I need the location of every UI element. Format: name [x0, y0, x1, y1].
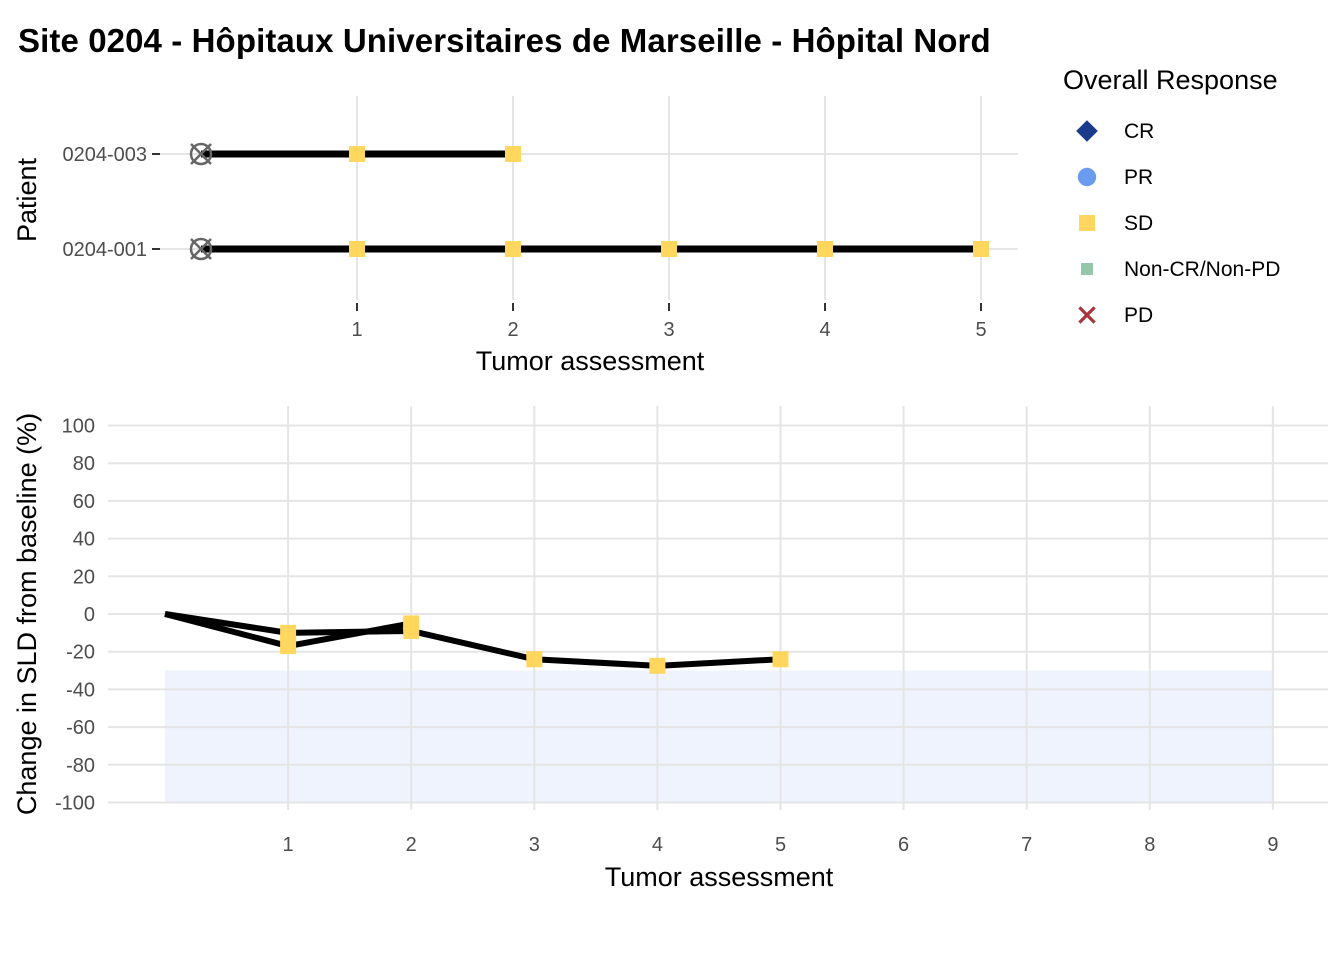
y-tick-label: 40	[73, 529, 95, 551]
legend-label: PR	[1124, 166, 1153, 189]
sd-point	[526, 651, 542, 667]
legend-key-icon	[1079, 215, 1095, 231]
sd-marker	[505, 146, 521, 162]
y-axis-title: Change in SLD from baseline (%)	[12, 413, 42, 815]
y-tick-label: -60	[66, 717, 95, 739]
x-tick-label: 4	[819, 319, 830, 341]
y-tick-label: -20	[66, 642, 95, 664]
legend-item: SD	[1079, 212, 1153, 235]
sd-marker	[973, 241, 989, 257]
sld-change-panel: 100 80 60 40 20 0 -20 -40 -60 -80 -100 1 2 3 4 5 6 7 8 9 Tum…	[12, 406, 1328, 892]
sd-point	[773, 651, 789, 667]
legend-label: PD	[1124, 304, 1153, 327]
legend-title: Overall Response	[1063, 65, 1278, 95]
x-tick-label: 4	[652, 834, 663, 856]
legend-label: CR	[1124, 120, 1154, 143]
y-tick-label: -40	[66, 679, 95, 701]
y-tick-label: 0204-003	[62, 144, 147, 166]
sd-point	[649, 658, 665, 674]
y-tick-label: 60	[73, 491, 95, 513]
y-tick-label: 0	[84, 604, 95, 626]
x-tick-label: 7	[1021, 834, 1032, 856]
x-axis-title: Tumor assessment	[605, 862, 834, 892]
sd-marker	[817, 241, 833, 257]
legend-key-icon	[1078, 168, 1096, 186]
patient-timeline-panel: 0204-003 0204-001 1 2 3 4 5 Tumor assessment Pat…	[12, 96, 1018, 376]
y-axis-title: Patient	[12, 157, 42, 242]
sd-marker	[349, 146, 365, 162]
legend-item: PR	[1078, 166, 1153, 189]
sd-marker	[505, 241, 521, 257]
legend-label: Non-CR/Non-PD	[1124, 258, 1280, 281]
sd-marker	[349, 241, 365, 257]
x-tick-label: 5	[975, 319, 986, 341]
sd-point	[280, 625, 296, 641]
x-tick-label: 1	[351, 319, 362, 341]
x-tick-label: 2	[406, 834, 417, 856]
x-tick-label: 2	[507, 319, 518, 341]
x-tick-label: 5	[775, 834, 786, 856]
x-tick-label: 1	[283, 834, 294, 856]
x-tick-label: 8	[1144, 834, 1155, 856]
x-tick-label: 9	[1267, 834, 1278, 856]
legend-key-icon	[1079, 307, 1094, 322]
x-tick-label: 3	[663, 319, 674, 341]
legend-item: Non-CR/Non-PD	[1081, 258, 1280, 281]
y-tick-label: -100	[55, 793, 95, 815]
legend: Overall Response CR PR SD Non-CR/Non-PD PD	[1063, 65, 1280, 327]
legend-key-icon	[1081, 263, 1093, 275]
y-tick-label: 0204-001	[62, 239, 147, 261]
y-tick-label: 20	[73, 566, 95, 588]
legend-label: SD	[1124, 212, 1153, 235]
sd-point	[403, 623, 419, 639]
legend-key-icon	[1076, 120, 1098, 142]
y-tick-label: -80	[66, 755, 95, 777]
x-tick-label: 6	[898, 834, 909, 856]
y-tick-label: 80	[73, 453, 95, 475]
x-axis-title: Tumor assessment	[476, 346, 705, 376]
legend-item: CR	[1076, 120, 1154, 143]
y-tick-label: 100	[62, 416, 95, 438]
x-tick-label: 3	[529, 834, 540, 856]
sd-marker	[661, 241, 677, 257]
legend-item: PD	[1079, 304, 1153, 327]
